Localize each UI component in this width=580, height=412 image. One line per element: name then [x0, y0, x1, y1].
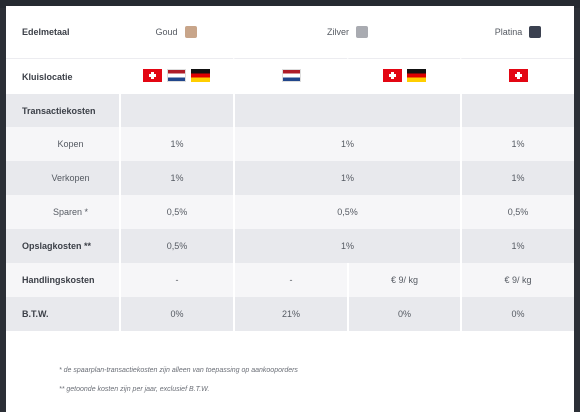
vat-zilver-nl-value: 21% [233, 297, 347, 331]
metal-goud-name: Goud [155, 27, 178, 37]
metal-goud-header: Goud [119, 6, 233, 58]
sell-row: Verkopen 1% 1% 1% [6, 161, 574, 195]
metal-zilver-header: Zilver [233, 6, 460, 58]
vault-platina-flags [460, 58, 574, 94]
window-top-strip [0, 0, 580, 8]
section-empty-cell [119, 94, 233, 127]
german-flag-icon [407, 69, 426, 82]
save-zilver-value: 0,5% [233, 195, 460, 229]
storage-costs-label: Opslagkosten ** [6, 229, 119, 263]
vault-location-label: Kluislocatie [6, 58, 119, 94]
cost-table-panel: Edelmetaal Goud Zilver Platina [6, 6, 574, 412]
goud-color-swatch [184, 26, 197, 38]
vault-location-row: Kluislocatie [6, 58, 574, 94]
handling-costs-label: Handlingskosten [6, 263, 119, 297]
handling-platina-value: € 9/ kg [460, 263, 574, 297]
save-label: Sparen * [6, 195, 119, 229]
vat-platina-value: 0% [460, 297, 574, 331]
section-empty-cell [460, 94, 574, 127]
storage-platina-value: 1% [460, 229, 574, 263]
platina-color-swatch [529, 26, 542, 38]
storage-zilver-value: 1% [233, 229, 460, 263]
buy-platina-value: 1% [460, 127, 574, 161]
storage-goud-value: 0,5% [119, 229, 233, 263]
transaction-costs-label: Transactiekosten [6, 94, 119, 127]
zilver-color-swatch [356, 26, 368, 38]
vat-row: B.T.W. 0% 21% 0% 0% [6, 297, 574, 331]
handling-zilver-ch-de-value: € 9/ kg [347, 263, 460, 297]
transaction-costs-section-row: Transactiekosten [6, 94, 574, 127]
save-row: Sparen * 0,5% 0,5% 0,5% [6, 195, 574, 229]
swiss-flag-icon [508, 69, 528, 82]
vat-label: B.T.W. [6, 297, 119, 331]
precious-metal-label: Edelmetaal [6, 6, 119, 58]
header-row: Edelmetaal Goud Zilver Platina [6, 6, 574, 58]
storage-costs-row: Opslagkosten ** 0,5% 1% 1% [6, 229, 574, 263]
swiss-flag-icon [142, 69, 162, 82]
handling-goud-value: - [119, 263, 233, 297]
buy-goud-value: 1% [119, 127, 233, 161]
dutch-flag-icon [166, 69, 186, 82]
cost-comparison-table: Edelmetaal Goud Zilver Platina [6, 6, 574, 331]
handling-costs-row: Handlingskosten - - € 9/ kg € 9/ kg [6, 263, 574, 297]
vault-zilver-ch-de-flags [347, 58, 460, 94]
dutch-flag-icon [281, 69, 301, 82]
vat-goud-value: 0% [119, 297, 233, 331]
vault-zilver-nl-flags [233, 58, 347, 94]
metal-zilver-name: Zilver [327, 27, 349, 37]
vat-zilver-ch-de-value: 0% [347, 297, 460, 331]
handling-zilver-nl-value: - [233, 263, 347, 297]
sell-label: Verkopen [6, 161, 119, 195]
metal-platina-header: Platina [460, 6, 574, 58]
footnote-annual-costs: ** getoonde kosten zijn per jaar, exclus… [59, 386, 210, 393]
footnotes: * de spaarplan-transactiekosten zijn all… [59, 366, 298, 394]
sell-goud-value: 1% [119, 161, 233, 195]
save-goud-value: 0,5% [119, 195, 233, 229]
metal-platina-name: Platina [494, 27, 523, 37]
buy-label: Kopen [6, 127, 119, 161]
buy-zilver-value: 1% [233, 127, 460, 161]
save-platina-value: 0,5% [460, 195, 574, 229]
vault-goud-flags [119, 58, 233, 94]
german-flag-icon [190, 69, 210, 82]
sell-zilver-value: 1% [233, 161, 460, 195]
buy-row: Kopen 1% 1% 1% [6, 127, 574, 161]
swiss-flag-icon [383, 69, 402, 82]
footnote-savings-plan: * de spaarplan-transactiekosten zijn all… [59, 367, 298, 374]
sell-platina-value: 1% [460, 161, 574, 195]
section-empty-cell [233, 94, 460, 127]
